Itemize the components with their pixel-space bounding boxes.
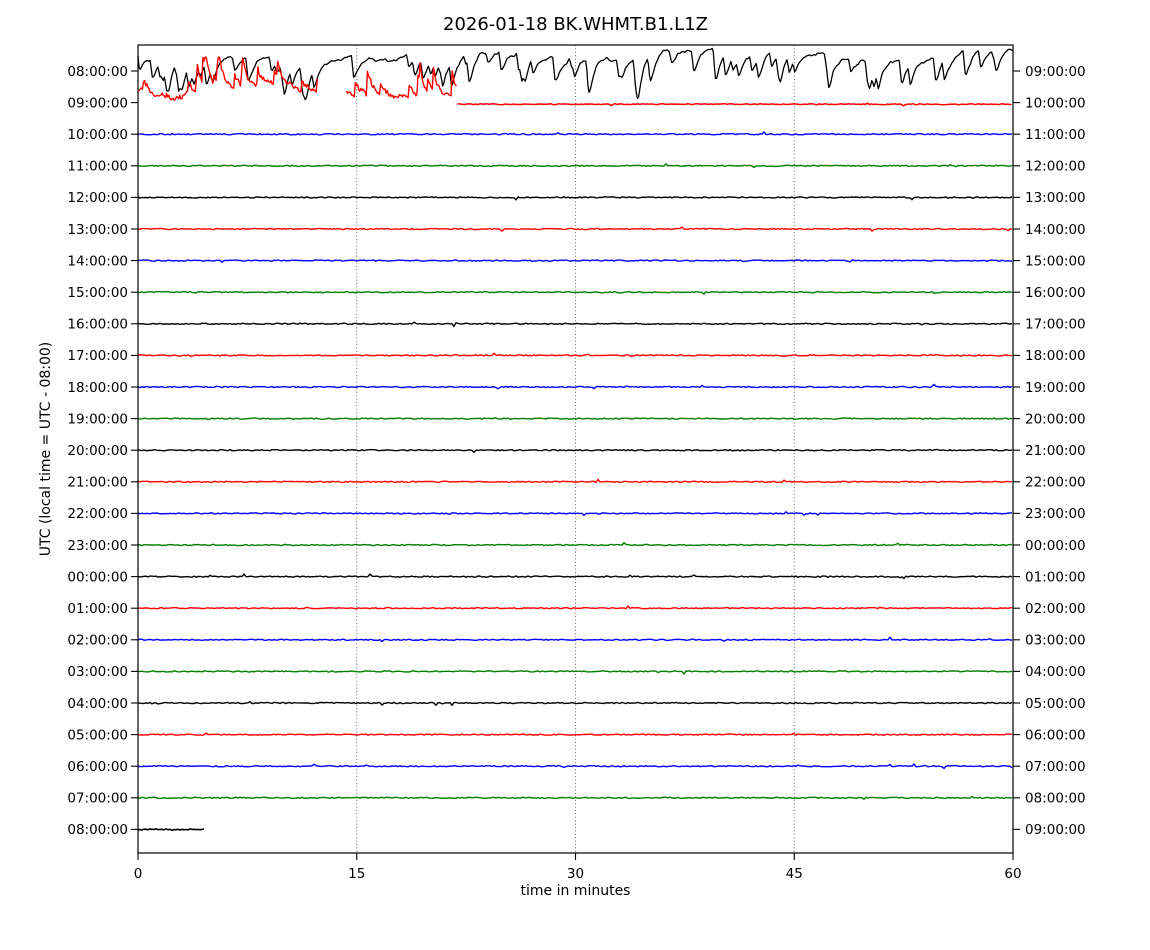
local-time-label: 11:00:00 <box>1025 127 1086 143</box>
local-time-label: 16:00:00 <box>1025 285 1086 301</box>
utc-time-label: 19:00:00 <box>67 411 128 427</box>
utc-time-label: 06:00:00 <box>67 759 128 775</box>
trace-row <box>137 417 1013 421</box>
local-time-label: 09:00:00 <box>1025 822 1086 838</box>
utc-time-label: 00:00:00 <box>67 569 128 585</box>
utc-time-label: 02:00:00 <box>67 633 128 649</box>
trace-row <box>137 290 1013 295</box>
local-time-label: 08:00:00 <box>1025 791 1086 807</box>
trace-row <box>137 670 1013 675</box>
trace-row <box>138 700 1013 706</box>
trace-row <box>137 196 1013 201</box>
utc-time-label: 16:00:00 <box>67 317 128 333</box>
trace-row <box>345 62 458 99</box>
local-time-label: 23:00:00 <box>1025 506 1086 522</box>
utc-time-label: 07:00:00 <box>67 791 128 807</box>
trace-row <box>137 732 1013 737</box>
local-time-label: 01:00:00 <box>1025 569 1086 585</box>
utc-time-label: 08:00:00 <box>67 822 128 838</box>
trace-row <box>137 47 1013 101</box>
trace-row <box>137 383 1013 390</box>
trace-row <box>137 605 1013 610</box>
minute-tick-label: 45 <box>786 866 803 882</box>
utc-time-label: 17:00:00 <box>67 348 128 364</box>
utc-time-label: 13:00:00 <box>67 222 128 238</box>
trace-row <box>137 259 1012 263</box>
trace-row <box>137 828 205 832</box>
local-time-label: 21:00:00 <box>1025 443 1086 459</box>
utc-time-label: 14:00:00 <box>67 253 128 269</box>
local-time-label: 22:00:00 <box>1025 475 1086 491</box>
trace-row <box>137 795 1013 800</box>
trace-row <box>138 131 1013 136</box>
trace-row <box>137 321 1013 328</box>
utc-time-label: 21:00:00 <box>67 475 128 491</box>
utc-time-label: 10:00:00 <box>67 127 128 143</box>
x-axis-label: time in minutes <box>520 883 631 899</box>
y-axis-label: UTC (local time = UTC - 08:00) <box>38 341 54 557</box>
trace-row <box>137 352 1013 357</box>
local-time-label: 20:00:00 <box>1025 411 1086 427</box>
local-time-label: 04:00:00 <box>1025 664 1086 680</box>
local-time-label: 00:00:00 <box>1025 538 1086 554</box>
local-time-label: 06:00:00 <box>1025 727 1086 743</box>
trace-row <box>137 478 1013 484</box>
local-time-label: 13:00:00 <box>1025 190 1086 206</box>
utc-time-label: 04:00:00 <box>67 696 128 712</box>
utc-time-label: 08:00:00 <box>67 64 128 80</box>
utc-time-label: 03:00:00 <box>67 664 128 680</box>
utc-time-label: 12:00:00 <box>67 190 128 206</box>
trace-row <box>457 102 1012 107</box>
local-time-label: 05:00:00 <box>1025 696 1086 712</box>
local-time-label: 12:00:00 <box>1025 159 1086 175</box>
local-time-label: 07:00:00 <box>1025 759 1086 775</box>
minute-tick-label: 30 <box>567 866 584 882</box>
trace-row <box>137 56 318 101</box>
local-time-label: 18:00:00 <box>1025 348 1086 364</box>
minute-tick-label: 60 <box>1004 866 1021 882</box>
utc-time-label: 23:00:00 <box>67 538 128 554</box>
utc-time-label: 22:00:00 <box>67 506 128 522</box>
trace-row <box>137 542 1013 547</box>
trace-row <box>137 763 1013 770</box>
utc-time-label: 05:00:00 <box>67 727 128 743</box>
local-time-label: 17:00:00 <box>1025 317 1086 333</box>
utc-time-label: 18:00:00 <box>67 380 128 396</box>
local-time-label: 15:00:00 <box>1025 253 1086 269</box>
local-time-label: 09:00:00 <box>1025 64 1086 80</box>
local-time-label: 02:00:00 <box>1025 601 1086 617</box>
local-time-label: 10:00:00 <box>1025 95 1086 111</box>
trace-row <box>137 226 1013 232</box>
trace-row <box>137 163 1013 169</box>
local-time-label: 03:00:00 <box>1025 633 1086 649</box>
utc-time-label: 09:00:00 <box>67 95 128 111</box>
utc-time-label: 15:00:00 <box>67 285 128 301</box>
trace-row <box>137 448 1013 454</box>
local-time-label: 14:00:00 <box>1025 222 1086 238</box>
chart-title: 2026-01-18 BK.WHMT.B1.L1Z <box>443 14 708 35</box>
trace-row <box>137 511 1013 517</box>
trace-row <box>137 573 1013 580</box>
utc-time-label: 11:00:00 <box>67 159 128 175</box>
local-time-label: 19:00:00 <box>1025 380 1086 396</box>
utc-time-label: 01:00:00 <box>67 601 128 617</box>
minute-tick-label: 0 <box>134 866 143 882</box>
trace-row <box>137 636 1013 643</box>
utc-time-label: 20:00:00 <box>67 443 128 459</box>
minute-tick-label: 15 <box>348 866 365 882</box>
